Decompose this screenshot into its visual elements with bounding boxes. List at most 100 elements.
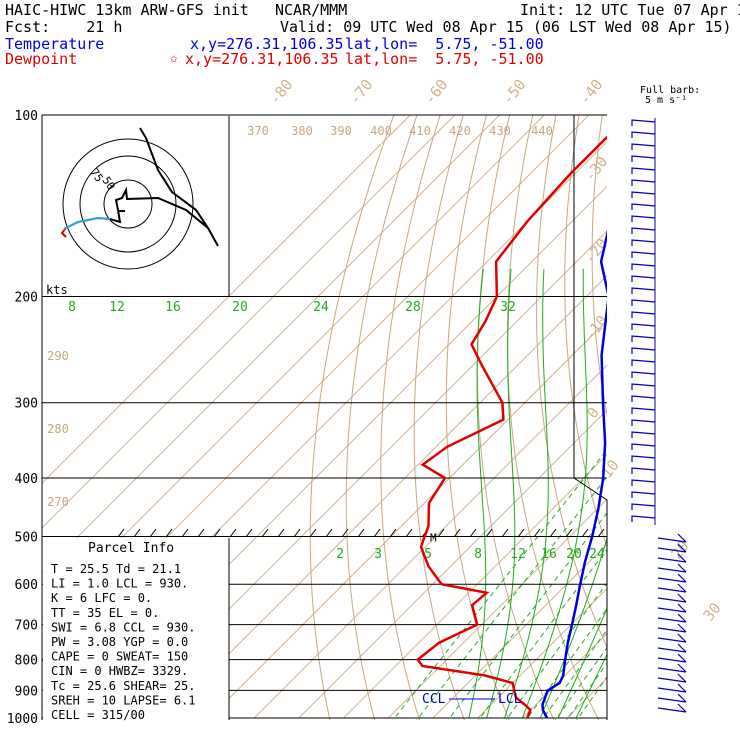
- wind-barb: [657, 587, 687, 593]
- wind-barb: [631, 323, 656, 330]
- moist-adiabat-line: [539, 536, 607, 719]
- wind-barb: [631, 347, 656, 354]
- wind-barb-flag: [677, 573, 687, 583]
- hodo-ring-label: 50: [100, 174, 118, 192]
- mixing-ratio-label: 8: [474, 547, 482, 562]
- wind-barb-flag: [677, 693, 687, 703]
- init-time: Init: 12 UTC Tue 07 Apr 15: [520, 1, 740, 19]
- hodo-ring: [62, 138, 194, 270]
- wind-barb-flag: [677, 533, 687, 543]
- wind-barb: [631, 311, 656, 318]
- mixing-ratio-line: [477, 548, 607, 720]
- forecast-hour: Fcst: 21 h: [5, 18, 123, 36]
- theta-label: 270: [47, 495, 69, 509]
- wind-barb: [657, 707, 687, 713]
- hash-mark: [197, 528, 205, 538]
- moist-adiabat-line: [504, 268, 549, 719]
- wind-barb: [657, 597, 687, 603]
- mixing-ratio-line: [566, 662, 607, 720]
- wind-barb: [631, 287, 656, 294]
- barb-note-1: Full barb:: [640, 85, 701, 96]
- theta-label: 370: [247, 124, 269, 138]
- hash-mark: [565, 528, 573, 538]
- isotherm-label: -80: [266, 76, 297, 108]
- dry-adiabat-line: [564, 115, 607, 549]
- hodo-bg: [43, 116, 229, 296]
- isotherm-line: [42, 115, 500, 574]
- hodo-ring: [79, 155, 177, 253]
- mixing-ratio-line: [576, 676, 607, 720]
- hash-mark: [293, 528, 301, 538]
- pressure-label: 900: [15, 684, 38, 699]
- wind-barb: [631, 263, 656, 270]
- dewpoint-legend: Dewpoint: [5, 50, 78, 68]
- wind-barb: [657, 557, 687, 563]
- pressure-label: 800: [15, 654, 38, 669]
- hash-mark: [581, 528, 589, 538]
- isotherm-line: [42, 115, 456, 529]
- mixed-level-label: M: [430, 531, 437, 544]
- hash-mark: [453, 528, 461, 538]
- wind-barb: [631, 491, 656, 498]
- wind-barb: [631, 119, 656, 126]
- mixing-ratio-label: 8: [68, 300, 76, 315]
- wind-barb-flag: [677, 683, 687, 693]
- parcel-bg: [43, 538, 229, 720]
- hash-mark: [341, 528, 349, 538]
- mixing-ratio-line: [392, 449, 607, 720]
- mixing-ratio-lines: [392, 449, 607, 720]
- dry-adiabat-line: [536, 115, 607, 649]
- wind-barb: [631, 251, 656, 258]
- dewpoint-xy: x,y=276.31,106.35: [185, 50, 339, 68]
- hash-mark: [149, 528, 157, 538]
- wind-barb: [631, 143, 656, 150]
- valid-time: Valid: 09 UTC Wed 08 Apr 15 (06 LST Wed …: [280, 18, 732, 36]
- wind-barb: [657, 657, 687, 663]
- mixing-ratio-label: 2: [336, 547, 344, 562]
- theta-label: 380: [291, 124, 313, 138]
- hash-mark: [437, 528, 445, 538]
- theta-label: 410: [409, 124, 431, 138]
- hash-mark: [389, 528, 397, 538]
- hash-mark: [373, 528, 381, 538]
- pressure-label: 200: [15, 291, 38, 306]
- dewpoint-star-icon: ✩: [170, 51, 178, 66]
- hash-mark: [517, 528, 525, 538]
- wind-barb: [631, 455, 656, 462]
- mixing-ratio-label: 12: [109, 300, 125, 315]
- theta-label: 390: [330, 124, 352, 138]
- dry-adiabat-line: [380, 115, 441, 720]
- dry-adiabat-line: [413, 115, 465, 720]
- dry-adiabat-lines: [309, 115, 607, 720]
- wind-barb: [631, 395, 656, 402]
- mixing-ratio-line: [525, 608, 607, 720]
- wind-barb: [631, 431, 656, 438]
- dry-adiabat-line: [445, 115, 510, 720]
- isotherm-line: [209, 319, 607, 719]
- mixing-ratio-line: [416, 475, 607, 720]
- mixing-ratio-label: 32: [500, 300, 516, 315]
- parcel-info-title: Parcel Info: [88, 541, 174, 556]
- wind-barb-flag: [677, 553, 687, 563]
- wind-barb: [631, 179, 656, 186]
- parcel-info-row: CELL = 315/00: [51, 708, 145, 722]
- hash-mark: [405, 528, 413, 538]
- wind-barb-flag: [677, 663, 687, 673]
- theta-label: 420: [449, 124, 471, 138]
- wind-barb: [631, 155, 656, 162]
- ccl-label: CCL: [422, 692, 446, 707]
- isotherm-label: 0: [583, 404, 603, 422]
- isotherm-line: [164, 275, 607, 719]
- temperature-latlon: lat,lon= 5.75, -51.00: [345, 35, 544, 53]
- wind-barb: [657, 567, 687, 573]
- isotherm-line: [477, 587, 607, 719]
- parcel-info-row: K = 6 LFC = 0.: [51, 591, 152, 605]
- wind-barb-flag: [677, 543, 687, 553]
- wind-barb: [631, 419, 656, 426]
- wind-barb: [657, 647, 687, 653]
- parcel-info-row: CIN = 0 HWBZ= 3329.: [51, 664, 188, 678]
- dry-adiabat-line: [591, 115, 607, 418]
- isotherm-label: -50: [499, 76, 530, 108]
- parcel-info-box: Parcel Info T = 25.5 Td = 21.1LI = 1.0 LC…: [43, 538, 230, 722]
